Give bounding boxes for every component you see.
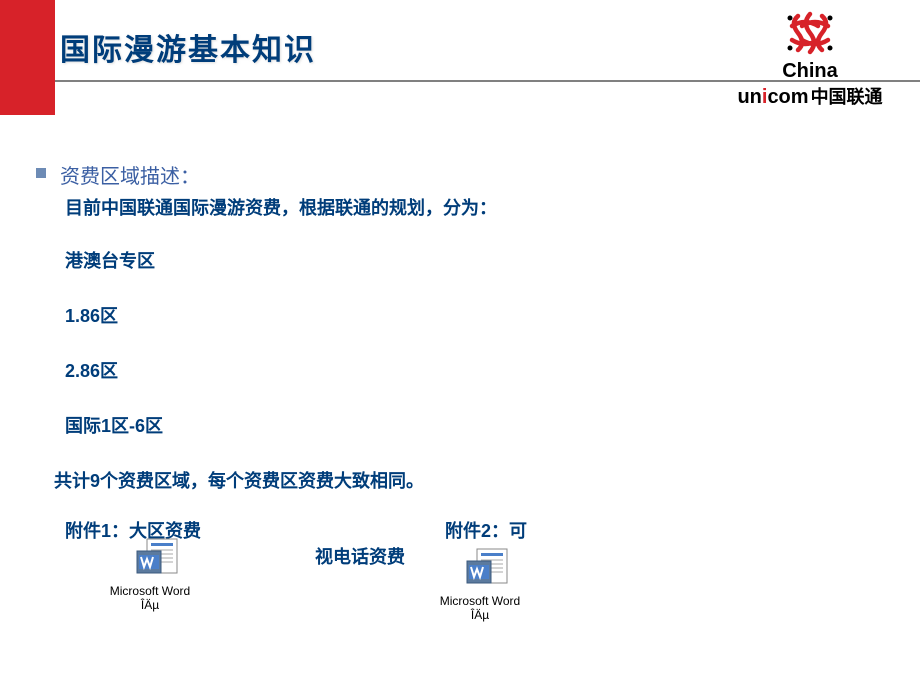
attachments-row: 附件1：大区资费 Micro	[65, 517, 890, 623]
intro-text: 目前中国联通国际漫游资费，根据联通的规划，分为：	[65, 195, 890, 222]
slide-header: 国际漫游基本知识 China	[0, 0, 920, 120]
attachment-label: 附件2：可	[445, 517, 705, 543]
word-document-icon[interactable]	[135, 537, 181, 577]
word-document-icon[interactable]	[465, 547, 511, 587]
bullet-section: 资费区域描述：	[30, 160, 890, 189]
logo-text-china: China	[715, 60, 905, 83]
attachment-caption: Microsoft Word ÎÄµ	[95, 584, 205, 613]
zone-item: 2.86区	[65, 358, 890, 385]
square-bullet-icon	[36, 168, 46, 178]
zone-item: 港澳台专区	[65, 248, 890, 275]
section-label: 资费区域描述：	[60, 160, 200, 189]
red-accent-block	[0, 0, 55, 115]
summary-text: 共计9个资费区域，每个资费区资费大致相同。	[54, 468, 890, 495]
attachment-caption: Microsoft Word ÎÄµ	[425, 594, 535, 623]
zone-item: 1.86区	[65, 303, 890, 330]
attachment-1: 附件1：大区资费 Micro	[65, 517, 325, 623]
slide-title: 国际漫游基本知识	[60, 25, 316, 69]
logo-text-unicom-row: unicom 中国联通	[715, 83, 905, 109]
chinese-knot-icon	[780, 8, 840, 58]
zone-item: 国际1区-6区	[65, 413, 890, 440]
unicom-logo: China unicom 中国联通	[715, 8, 905, 109]
attachment-2: 附件2：可 视电话资费	[445, 517, 705, 623]
slide-content: 资费区域描述： 目前中国联通国际漫游资费，根据联通的规划，分为： 港澳台专区 1…	[0, 120, 920, 623]
